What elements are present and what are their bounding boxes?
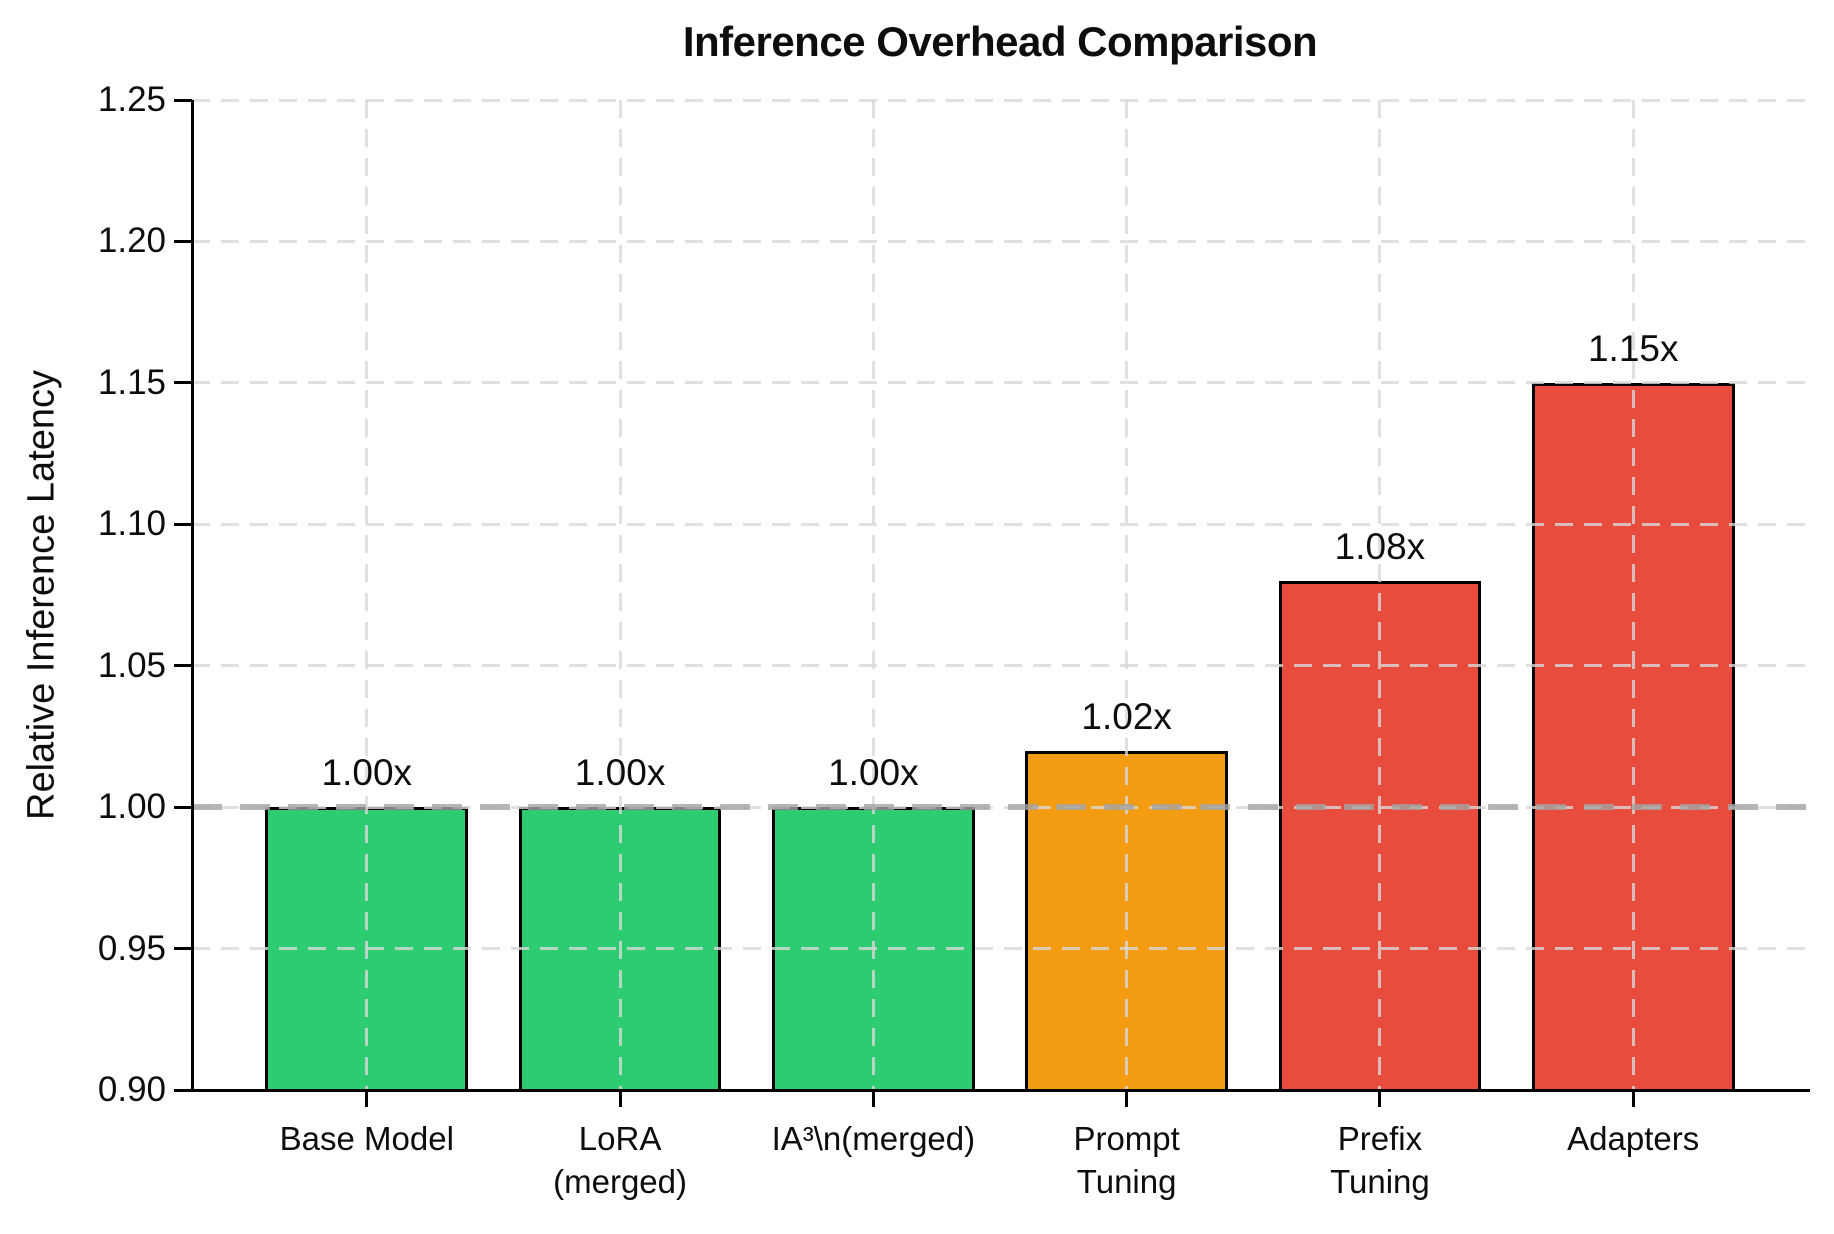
- gridline-vertical: [1125, 100, 1129, 1090]
- y-tick-label: 1.20: [97, 221, 166, 261]
- x-tick-label: Prefix Tuning: [1330, 1117, 1430, 1203]
- y-tick-label: 0.90: [97, 1070, 166, 1109]
- y-tick-label: 1.00: [97, 787, 166, 827]
- x-tick-label-line: Prefix: [1337, 1120, 1423, 1157]
- x-axis-line: [190, 1088, 1810, 1092]
- y-tick: [174, 947, 192, 951]
- x-tick-label-line: Prompt: [1073, 1120, 1180, 1157]
- gridline-vertical: [1378, 100, 1382, 1090]
- x-tick-label: Adapters: [1567, 1117, 1699, 1160]
- x-tick-label-line: Base Model: [279, 1120, 454, 1157]
- y-tick: [174, 239, 192, 243]
- x-tick-label: LoRA (merged): [553, 1117, 687, 1203]
- gridline-horizontal: [192, 381, 1808, 385]
- y-tick: [174, 98, 192, 102]
- bar-value-label: 1.02x: [1081, 695, 1172, 737]
- x-tick-label-line: LoRA: [578, 1120, 662, 1157]
- bar-value-label: 1.00x: [828, 752, 919, 794]
- x-tick-label: Base Model: [280, 1117, 454, 1160]
- gridline-vertical: [1631, 100, 1635, 1090]
- bar-value-label: 1.15x: [1587, 327, 1679, 369]
- x-tick: [1631, 1090, 1635, 1107]
- y-tick-label: 1.05: [97, 645, 166, 685]
- gridline-horizontal: [192, 98, 1808, 102]
- x-tick: [1125, 1090, 1129, 1107]
- x-tick-label-line: Adapters: [1567, 1120, 1700, 1157]
- gridline-vertical: [871, 100, 875, 1090]
- gridline-horizontal: [192, 239, 1808, 243]
- y-tick: [174, 522, 192, 526]
- reference-line: [192, 804, 1808, 811]
- x-tick: [365, 1090, 369, 1107]
- bar-value-label: 1.08x: [1334, 525, 1426, 567]
- x-tick-label-line: Tuning: [1330, 1163, 1430, 1200]
- x-tick-label: Prompt Tuning: [1073, 1117, 1179, 1203]
- chart-title: Inference Overhead Comparison: [682, 18, 1318, 65]
- x-tick: [871, 1090, 875, 1107]
- x-tick: [618, 1090, 622, 1107]
- y-axis-line: [190, 100, 194, 1092]
- x-tick-label-line: (merged): [553, 1163, 687, 1200]
- y-tick-label: 0.95: [97, 928, 166, 968]
- x-tick-label: IA³\n(merged): [772, 1117, 976, 1160]
- y-tick: [174, 805, 192, 809]
- x-tick-label-line: Tuning: [1076, 1163, 1177, 1200]
- y-tick-label: 1.15: [97, 362, 166, 402]
- y-tick-label: 1.10: [97, 504, 166, 544]
- gridline-horizontal: [192, 664, 1808, 668]
- y-tick: [174, 664, 192, 668]
- x-tick-label-line: IA³\n(merged): [771, 1120, 976, 1157]
- gridline-vertical: [618, 100, 622, 1090]
- gridline-horizontal: [192, 522, 1808, 526]
- gridline-horizontal: [192, 947, 1808, 951]
- y-tick-label: 1.25: [97, 80, 166, 119]
- y-axis-label: Relative Inference Latency: [20, 370, 63, 820]
- bar-value-label: 1.00x: [321, 752, 413, 794]
- x-tick: [1378, 1090, 1382, 1107]
- gridline-vertical: [365, 100, 369, 1090]
- bar-value-label: 1.00x: [574, 752, 666, 794]
- y-tick: [174, 1088, 192, 1092]
- y-tick: [174, 381, 192, 385]
